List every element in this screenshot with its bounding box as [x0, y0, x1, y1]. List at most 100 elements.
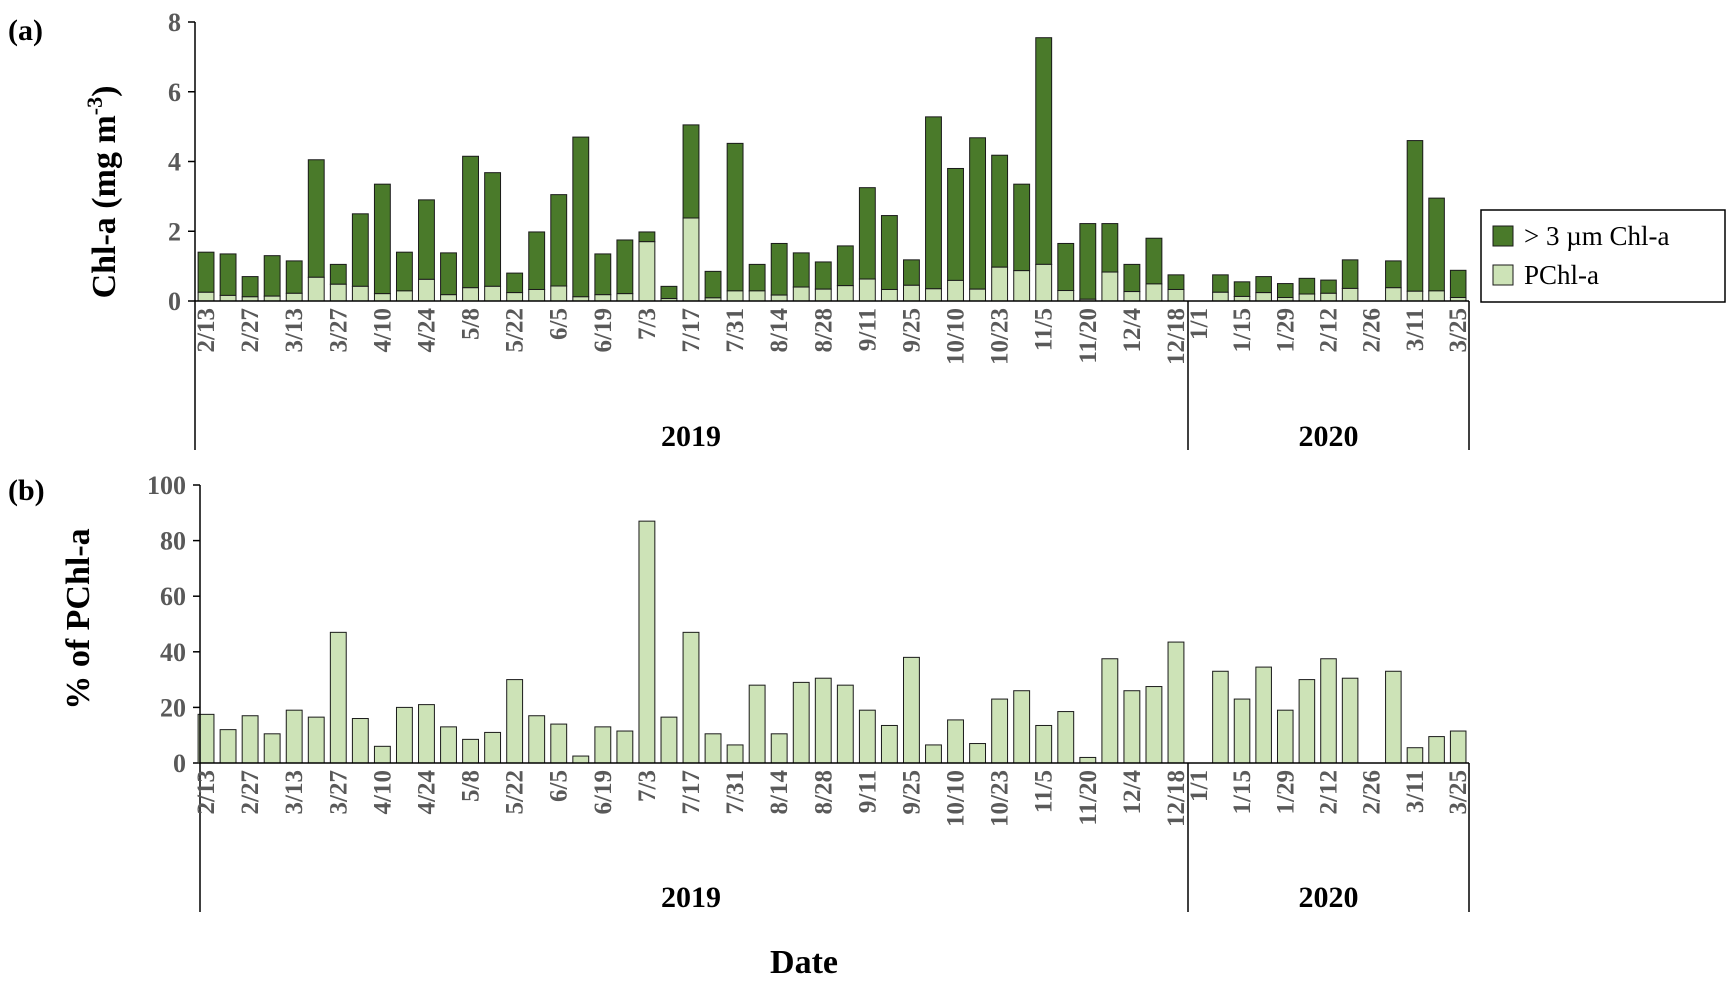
bar-large-chl — [1057, 242, 1075, 292]
legend: > 3 µm Chl-a PChl-a — [1480, 209, 1726, 303]
bar-large-chl — [395, 251, 413, 292]
bar-large-chl — [373, 183, 391, 295]
bar-pchl-percent — [903, 656, 920, 764]
x-tick-label: 11/20 — [1075, 308, 1102, 364]
x-tick-label: 2/26 — [1359, 770, 1386, 814]
bar-pchl-percent — [770, 733, 788, 764]
x-axis-title: Date — [770, 944, 838, 981]
bar-pchl — [925, 288, 942, 302]
bar-pchl — [484, 285, 502, 302]
x-tick-label: 10/10 — [943, 770, 970, 827]
bar-pchl — [616, 293, 634, 302]
panel-a-bars — [197, 37, 1467, 302]
bar-large-chl — [704, 270, 722, 299]
bar-large-chl — [1123, 263, 1141, 293]
bar-large-chl — [638, 231, 656, 243]
bar-pchl-percent — [1079, 756, 1097, 764]
x-tick-label: 8/28 — [810, 308, 837, 352]
x-tick-label: 3/27 — [325, 770, 352, 814]
bar-large-chl — [1079, 223, 1097, 300]
x-tick-label: 11/5 — [1031, 308, 1058, 351]
legend-swatch-large — [1492, 225, 1514, 247]
x-tick-label: 11/20 — [1075, 770, 1102, 826]
bar-large-chl — [1255, 276, 1272, 294]
bar-pchl-percent — [528, 715, 546, 764]
bar-pchl — [594, 294, 612, 302]
bar-pchl-percent — [1035, 724, 1053, 764]
bar-pchl — [219, 294, 237, 302]
bar-pchl-percent — [1255, 666, 1272, 764]
bar-large-chl — [440, 252, 457, 296]
x-tick-label: 2/13 — [193, 308, 220, 352]
x-tick-label: 3/13 — [281, 770, 308, 814]
bar-pchl — [1123, 291, 1141, 302]
bar-pchl — [1035, 263, 1053, 302]
x-tick-label: 6/5 — [546, 770, 573, 802]
y-tick-label: 8 — [168, 8, 181, 37]
bar-large-chl — [792, 252, 810, 288]
x-tick-label: 2/12 — [1316, 308, 1343, 352]
bar-large-chl — [836, 245, 854, 287]
x-tick-label: 3/25 — [1445, 308, 1472, 352]
bar-large-chl — [1320, 279, 1337, 294]
x-tick-label: 5/8 — [458, 770, 485, 802]
y-tick-label: 4 — [168, 148, 181, 177]
year-label: 2020 — [1299, 881, 1359, 914]
bar-pchl-percent — [395, 706, 413, 764]
bar-pchl-percent — [858, 709, 876, 764]
bar-large-chl — [1276, 283, 1294, 299]
x-tick-label: 2/27 — [237, 770, 264, 814]
bar-pchl — [395, 290, 413, 302]
bar-pchl — [1101, 271, 1119, 302]
panel-b-bars — [197, 520, 1467, 764]
bar-pchl — [1057, 290, 1075, 302]
bar-large-chl — [351, 213, 369, 287]
bar-pchl-percent — [285, 709, 303, 764]
x-tick-label: 5/22 — [502, 308, 529, 352]
bar-pchl-percent — [241, 715, 259, 764]
bar-pchl-percent — [263, 733, 281, 764]
bar-pchl-percent — [572, 755, 590, 764]
bar-large-chl — [329, 263, 347, 285]
bar-pchl-percent — [1406, 747, 1424, 764]
bar-large-chl — [241, 276, 259, 298]
bar-pchl-percent — [219, 729, 237, 764]
x-tick-label: 3/11 — [1402, 308, 1429, 351]
x-tick-label: 8/28 — [810, 770, 837, 814]
bar-pchl — [858, 278, 876, 302]
bar-pchl — [1212, 291, 1229, 302]
bar-pchl — [1255, 292, 1272, 302]
x-tick-label: 2/26 — [1359, 308, 1386, 352]
bar-pchl — [1428, 290, 1445, 302]
bar-pchl — [462, 287, 479, 302]
legend-swatch-pchl — [1492, 264, 1514, 286]
bar-large-chl — [748, 263, 766, 292]
y-tick-label: 0 — [168, 287, 181, 316]
x-tick-label: 10/23 — [987, 308, 1014, 365]
bar-pchl — [418, 278, 435, 302]
bar-pchl — [373, 293, 391, 302]
bar-pchl-percent — [351, 718, 369, 764]
x-tick-label: 7/3 — [634, 308, 661, 340]
bar-large-chl — [1449, 269, 1467, 299]
bar-pchl — [1341, 287, 1359, 302]
year-label: 2019 — [661, 420, 721, 453]
bar-pchl-percent — [1449, 730, 1467, 764]
bar-pchl-percent — [594, 726, 612, 764]
bar-pchl — [1013, 270, 1031, 302]
y-tick-label: 20 — [160, 693, 186, 722]
bar-large-chl — [682, 124, 700, 219]
bar-large-chl — [1167, 274, 1185, 290]
bar-pchl — [836, 285, 854, 302]
bar-large-chl — [1341, 259, 1359, 289]
x-tick-label: 1/15 — [1229, 308, 1256, 352]
y-tick-label: 0 — [173, 749, 186, 778]
bar-pchl-percent — [1341, 677, 1359, 764]
bar-pchl — [814, 288, 832, 302]
bar-pchl — [1167, 288, 1185, 302]
bar-large-chl — [925, 116, 942, 290]
x-tick-label: 7/17 — [678, 770, 705, 814]
bar-large-chl — [1145, 237, 1163, 285]
bar-large-chl — [660, 285, 678, 300]
